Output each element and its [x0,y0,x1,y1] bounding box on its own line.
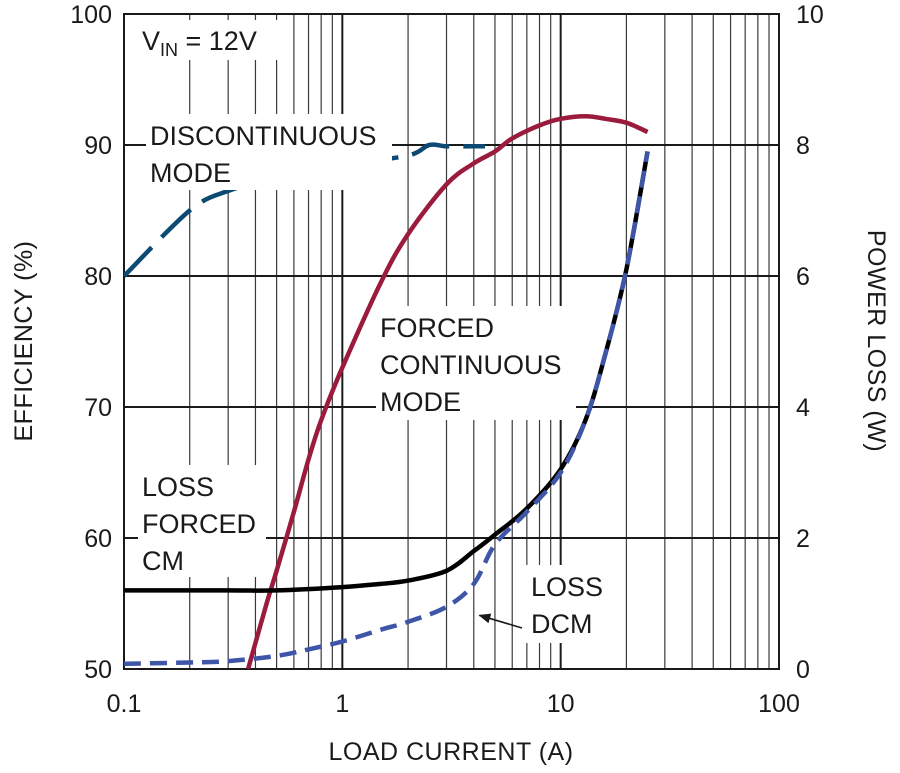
series-label-line: DISCONTINUOUS [150,121,377,151]
condition-suffix: = 12V [178,26,257,56]
condition-label: VIN = 12V [138,20,280,60]
y2-tick-label: 4 [796,394,810,422]
y2-tick-label: 10 [796,1,824,29]
label-loss-dcm: LOSS DCM [522,565,614,643]
x-tick-label: 0.1 [107,690,142,718]
series-label-line: LOSS [531,572,603,602]
condition-prefix: V [142,26,160,56]
svg-text:VIN = 12V: VIN = 12V [142,26,257,60]
y2-tick-label: 2 [796,525,810,553]
label-forced-continuous-mode: FORCED CONTINUOUS MODE [376,306,576,420]
series-label-line: DCM [531,609,593,639]
series-labels: DISCONTINUOUS MODE FORCED CONTINUOUS MODE LOS… [138,114,614,643]
y-tick-label: 80 [84,263,112,291]
x-tick-labels: 0.1 1 10 100 [107,690,800,718]
y2-tick-label: 0 [796,656,810,684]
y-tick-label: 70 [84,394,112,422]
x-axis-label: LOAD CURRENT (A) [328,738,573,766]
series-label-line: CONTINUOUS [380,350,562,380]
x-tick-label: 10 [547,690,575,718]
y2-tick-labels: 0 2 4 6 8 10 [796,1,824,684]
annotation-arrow [478,613,523,629]
series-label-line: FORCED [380,313,494,343]
plot-frame [123,13,780,670]
y-tick-label: 100 [70,1,112,29]
y-tick-label: 90 [84,132,112,160]
x-tick-label: 100 [758,690,800,718]
series-label-line: MODE [380,387,461,417]
label-loss-forced-cm: LOSS FORCED CM [138,465,266,577]
series-label-line: CM [142,546,184,576]
y2-axis-label: POWER LOSS (W) [862,230,890,452]
y2-tick-label: 6 [796,263,810,291]
series-label-line: MODE [150,158,231,188]
series-forced-continuous-mode [245,113,649,669]
y2-tick-label: 8 [796,132,810,160]
x-tick-label: 1 [335,690,349,718]
condition-subscript: IN [160,40,178,60]
y-tick-label: 50 [84,656,112,684]
y-tick-label: 60 [84,525,112,553]
y-tick-labels: 50 60 70 80 90 100 [70,1,112,684]
series-label-line: LOSS [142,472,214,502]
annotation-layer [478,613,523,629]
series-label-line: FORCED [142,509,256,539]
label-discontinuous-mode: DISCONTINUOUS MODE [146,114,392,190]
series-loss-dcm [124,151,650,667]
y-axis-label: EFFICIENCY (%) [10,241,38,442]
